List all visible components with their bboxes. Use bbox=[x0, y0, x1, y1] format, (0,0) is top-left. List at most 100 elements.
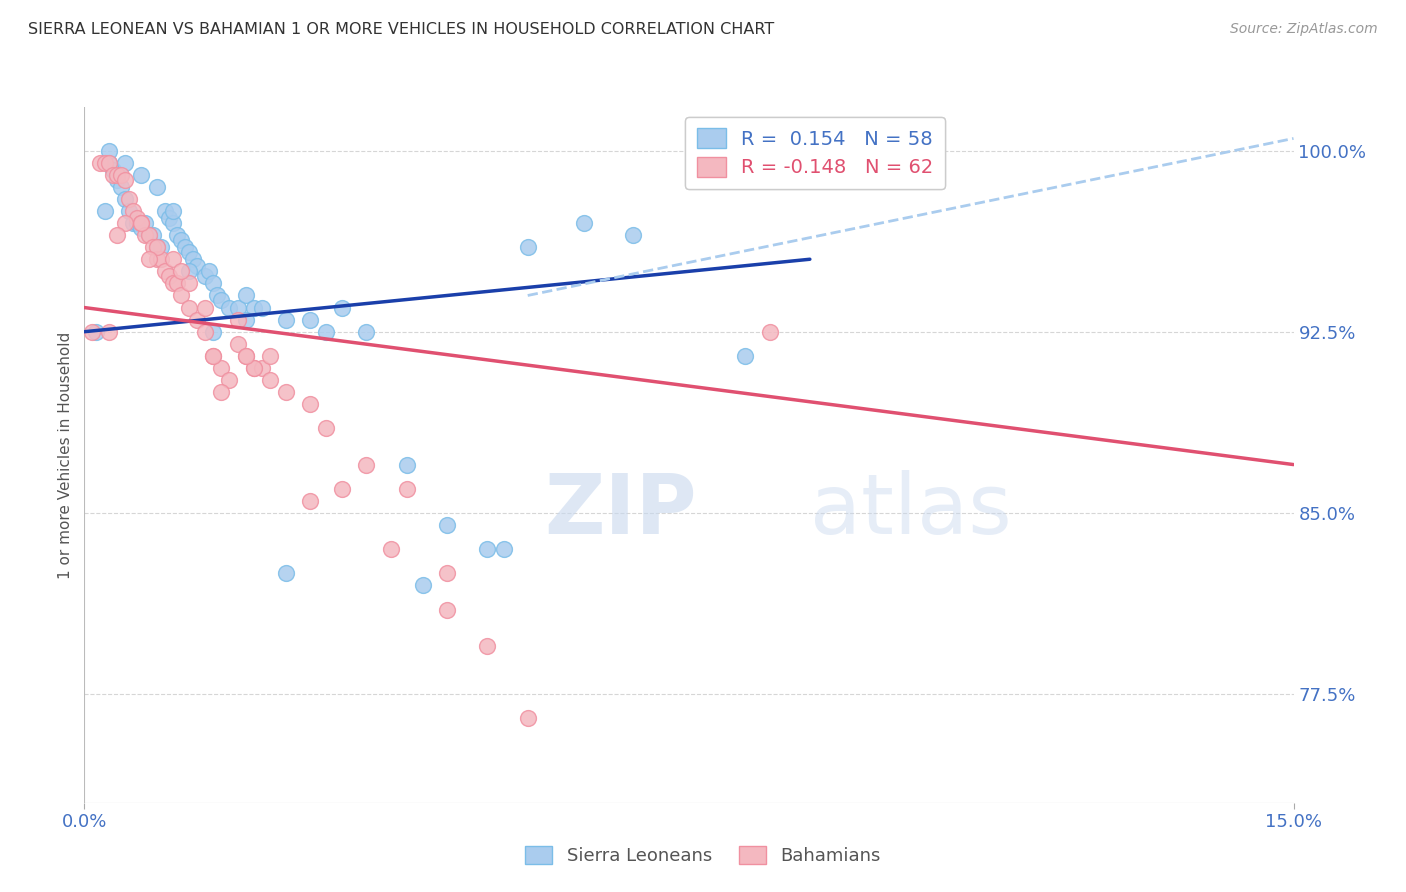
Point bbox=[516, 240, 538, 254]
Point bbox=[299, 312, 322, 326]
Point bbox=[209, 361, 232, 376]
Point bbox=[138, 228, 160, 243]
Text: Source: ZipAtlas.com: Source: ZipAtlas.com bbox=[1230, 22, 1378, 37]
Point bbox=[226, 312, 249, 326]
Point bbox=[114, 216, 136, 230]
Point bbox=[209, 293, 232, 308]
Point bbox=[181, 252, 204, 267]
Point bbox=[194, 269, 217, 284]
Point bbox=[138, 228, 160, 243]
Point bbox=[436, 518, 458, 533]
Legend: R =  0.154   N = 58, R = -0.148   N = 62: R = 0.154 N = 58, R = -0.148 N = 62 bbox=[685, 117, 945, 189]
Point bbox=[194, 301, 217, 315]
Point bbox=[118, 192, 141, 206]
Point bbox=[174, 240, 197, 254]
Point bbox=[153, 264, 176, 278]
Point bbox=[235, 288, 257, 302]
Point bbox=[97, 144, 120, 158]
Point bbox=[110, 179, 132, 194]
Point bbox=[299, 493, 322, 508]
Point bbox=[121, 203, 143, 218]
Point bbox=[179, 301, 201, 315]
Point bbox=[105, 172, 128, 186]
Point bbox=[250, 301, 273, 315]
Point bbox=[356, 458, 378, 472]
Point bbox=[170, 233, 193, 247]
Point bbox=[125, 211, 148, 226]
Point bbox=[118, 203, 141, 218]
Point bbox=[242, 361, 264, 376]
Point bbox=[105, 168, 128, 182]
Point bbox=[380, 542, 402, 557]
Point bbox=[179, 264, 201, 278]
Point bbox=[179, 277, 201, 291]
Point bbox=[218, 301, 240, 315]
Point bbox=[146, 240, 169, 254]
Point bbox=[129, 220, 152, 235]
Point bbox=[186, 260, 208, 274]
Point bbox=[226, 301, 249, 315]
Point bbox=[186, 312, 208, 326]
Point bbox=[121, 216, 143, 230]
Point bbox=[146, 240, 169, 254]
Point bbox=[110, 168, 132, 182]
Point bbox=[129, 168, 152, 182]
Point bbox=[105, 228, 128, 243]
Point bbox=[436, 602, 458, 616]
Point bbox=[235, 349, 257, 363]
Point bbox=[259, 349, 281, 363]
Point bbox=[395, 458, 418, 472]
Point bbox=[129, 216, 152, 230]
Point bbox=[142, 228, 165, 243]
Point bbox=[734, 349, 756, 363]
Point bbox=[157, 211, 180, 226]
Point bbox=[330, 301, 353, 315]
Point bbox=[166, 277, 188, 291]
Point bbox=[395, 482, 418, 496]
Point bbox=[101, 168, 124, 182]
Point bbox=[153, 203, 176, 218]
Point bbox=[142, 240, 165, 254]
Point bbox=[134, 228, 156, 243]
Point bbox=[114, 172, 136, 186]
Point bbox=[758, 325, 780, 339]
Point bbox=[572, 216, 595, 230]
Point bbox=[93, 203, 115, 218]
Point bbox=[226, 336, 249, 351]
Point bbox=[202, 277, 225, 291]
Point bbox=[146, 252, 169, 267]
Point bbox=[621, 228, 644, 243]
Text: SIERRA LEONEAN VS BAHAMIAN 1 OR MORE VEHICLES IN HOUSEHOLD CORRELATION CHART: SIERRA LEONEAN VS BAHAMIAN 1 OR MORE VEH… bbox=[28, 22, 775, 37]
Legend: Sierra Leoneans, Bahamians: Sierra Leoneans, Bahamians bbox=[516, 837, 890, 874]
Point bbox=[97, 155, 120, 169]
Point bbox=[162, 252, 184, 267]
Point bbox=[138, 252, 160, 267]
Point bbox=[202, 349, 225, 363]
Point bbox=[274, 385, 297, 400]
Point bbox=[198, 264, 221, 278]
Point bbox=[101, 162, 124, 177]
Point bbox=[250, 361, 273, 376]
Point bbox=[157, 269, 180, 284]
Point bbox=[114, 192, 136, 206]
Point bbox=[170, 288, 193, 302]
Point bbox=[125, 216, 148, 230]
Point bbox=[194, 325, 217, 339]
Point bbox=[146, 179, 169, 194]
Text: atlas: atlas bbox=[810, 470, 1011, 551]
Point bbox=[299, 397, 322, 411]
Point bbox=[242, 361, 264, 376]
Point bbox=[162, 277, 184, 291]
Point bbox=[93, 155, 115, 169]
Point bbox=[274, 312, 297, 326]
Point bbox=[202, 325, 225, 339]
Point bbox=[436, 566, 458, 581]
Point bbox=[166, 228, 188, 243]
Point bbox=[97, 155, 120, 169]
Point bbox=[315, 421, 337, 435]
Point bbox=[330, 482, 353, 496]
Point bbox=[315, 325, 337, 339]
Point bbox=[134, 216, 156, 230]
Point bbox=[274, 566, 297, 581]
Point bbox=[149, 240, 172, 254]
